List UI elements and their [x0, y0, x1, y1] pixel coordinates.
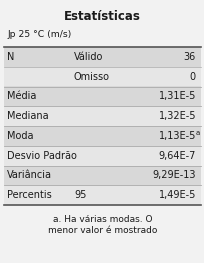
Text: Moda: Moda — [7, 131, 33, 141]
Text: Mediana: Mediana — [7, 111, 48, 121]
Text: 1,31E-5: 1,31E-5 — [158, 91, 195, 101]
Text: Válido: Válido — [74, 52, 103, 62]
Text: Média: Média — [7, 91, 36, 101]
Text: Percentis: Percentis — [7, 190, 51, 200]
Text: a. Ha várias modas. O: a. Ha várias modas. O — [52, 215, 152, 224]
Text: 9,29E-13: 9,29E-13 — [152, 170, 195, 180]
Text: 1,32E-5: 1,32E-5 — [158, 111, 195, 121]
Text: Jp 25 °C (m/s): Jp 25 °C (m/s) — [8, 30, 72, 39]
Text: Estatísticas: Estatísticas — [64, 10, 140, 23]
Text: Variância: Variância — [7, 170, 52, 180]
Text: 1,49E-5: 1,49E-5 — [158, 190, 195, 200]
Text: Omisso: Omisso — [74, 72, 110, 82]
Text: 1,13E-5: 1,13E-5 — [158, 131, 195, 141]
Text: 95: 95 — [74, 190, 86, 200]
Text: Desvio Padrão: Desvio Padrão — [7, 151, 76, 161]
Text: N: N — [7, 52, 14, 62]
Text: 9,64E-7: 9,64E-7 — [158, 151, 195, 161]
Text: a: a — [195, 130, 199, 136]
Text: 36: 36 — [183, 52, 195, 62]
Text: 0: 0 — [189, 72, 195, 82]
Text: menor valor é mostrado: menor valor é mostrado — [48, 226, 156, 235]
